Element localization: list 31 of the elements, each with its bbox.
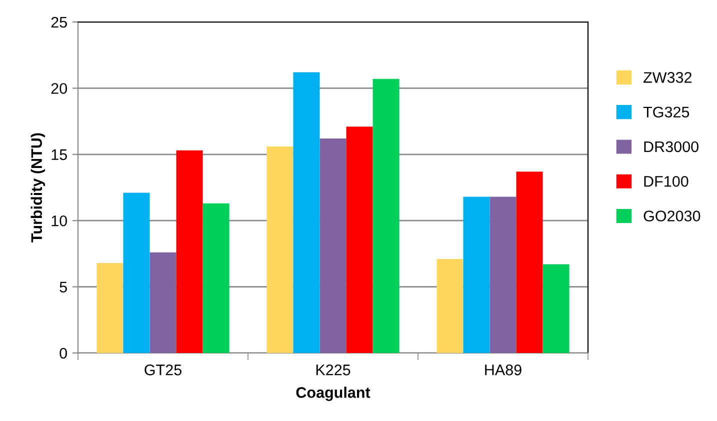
y-tick-label: 20 [51, 83, 67, 94]
x-tick-label: HA89 [485, 364, 522, 376]
bar [542, 264, 570, 353]
y-axis-title: Turbidity (NTU) [30, 133, 46, 242]
bar [346, 126, 373, 353]
legend-label: DR3000 [644, 141, 698, 152]
x-tick-label: GT25 [144, 364, 182, 376]
legend-label: GO2030 [644, 210, 700, 222]
bar [490, 196, 516, 353]
legend-label: ZW332 [644, 72, 692, 83]
bar [123, 192, 150, 353]
y-tick-label: 5 [60, 282, 67, 292]
bar [266, 146, 294, 353]
bar [436, 258, 464, 353]
y-tick-label: 0 [60, 348, 67, 359]
bar [372, 78, 400, 353]
bar [202, 203, 230, 353]
bar [320, 138, 346, 353]
x-tick-label: K225 [316, 364, 350, 376]
y-tick-label: 10 [52, 215, 67, 226]
x-axis-title: Coagulant [296, 386, 370, 401]
bar [463, 196, 490, 353]
bar [96, 262, 124, 353]
legend-label: DF100 [644, 176, 688, 187]
bar [293, 72, 320, 353]
bar [150, 252, 176, 353]
y-tick-label: 15 [52, 149, 67, 160]
bar [176, 150, 203, 353]
bar [516, 172, 543, 353]
legend-label: TG325 [643, 106, 690, 118]
y-tick-label: 25 [51, 16, 67, 28]
